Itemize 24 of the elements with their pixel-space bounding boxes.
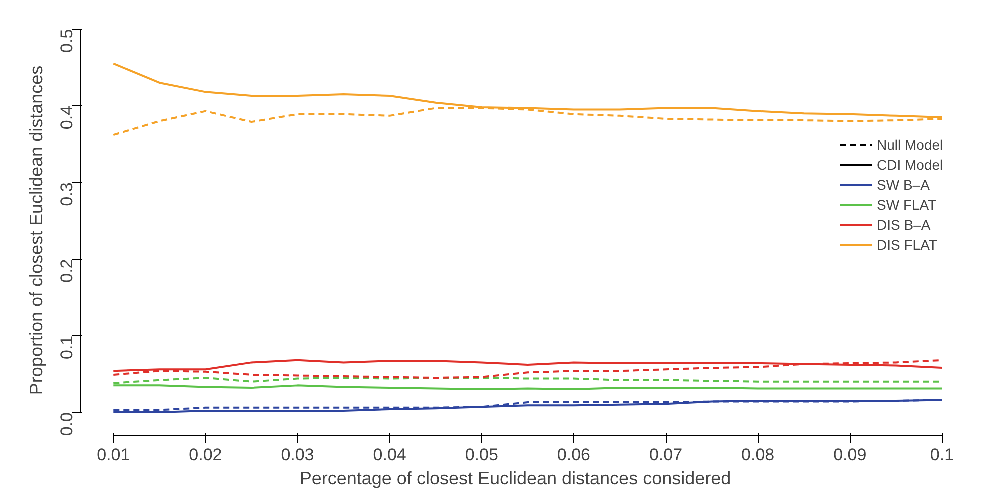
x-axis-title: Percentage of closest Euclidean distances considered	[300, 468, 732, 488]
legend-label: SW B–A	[877, 177, 930, 193]
x-tick-label: 0.02	[189, 446, 222, 464]
x-tick-label: 0.09	[834, 446, 867, 464]
legend-label: DIS FLAT	[877, 237, 938, 253]
x-tick-label: 0.06	[557, 446, 591, 464]
x-tick-label: 0.04	[373, 446, 406, 464]
x-tick-label: 0.07	[649, 446, 683, 464]
legend-label: CDI Model	[877, 157, 944, 173]
y-tick-label: 0.1	[58, 336, 76, 360]
y-tick-label: 0.0	[58, 412, 76, 436]
y-tick-label: 0.3	[58, 182, 76, 206]
x-tick-label: 0.01	[97, 446, 130, 464]
x-tick-label: 0.05	[465, 446, 498, 464]
x-tick-label: 0.08	[742, 446, 775, 464]
y-tick-label: 0.2	[58, 259, 76, 283]
y-axis-title: Proportion of closest Euclidean distances	[26, 66, 46, 396]
x-tick-label: 0.1	[930, 446, 954, 464]
legend-label: DIS B–A	[877, 217, 931, 233]
x-tick-label: 0.03	[281, 446, 314, 464]
legend-label: SW FLAT	[877, 197, 937, 213]
y-tick-label: 0.5	[58, 29, 76, 53]
y-tick-label: 0.4	[58, 106, 76, 130]
legend-label: Null Model	[877, 137, 944, 153]
